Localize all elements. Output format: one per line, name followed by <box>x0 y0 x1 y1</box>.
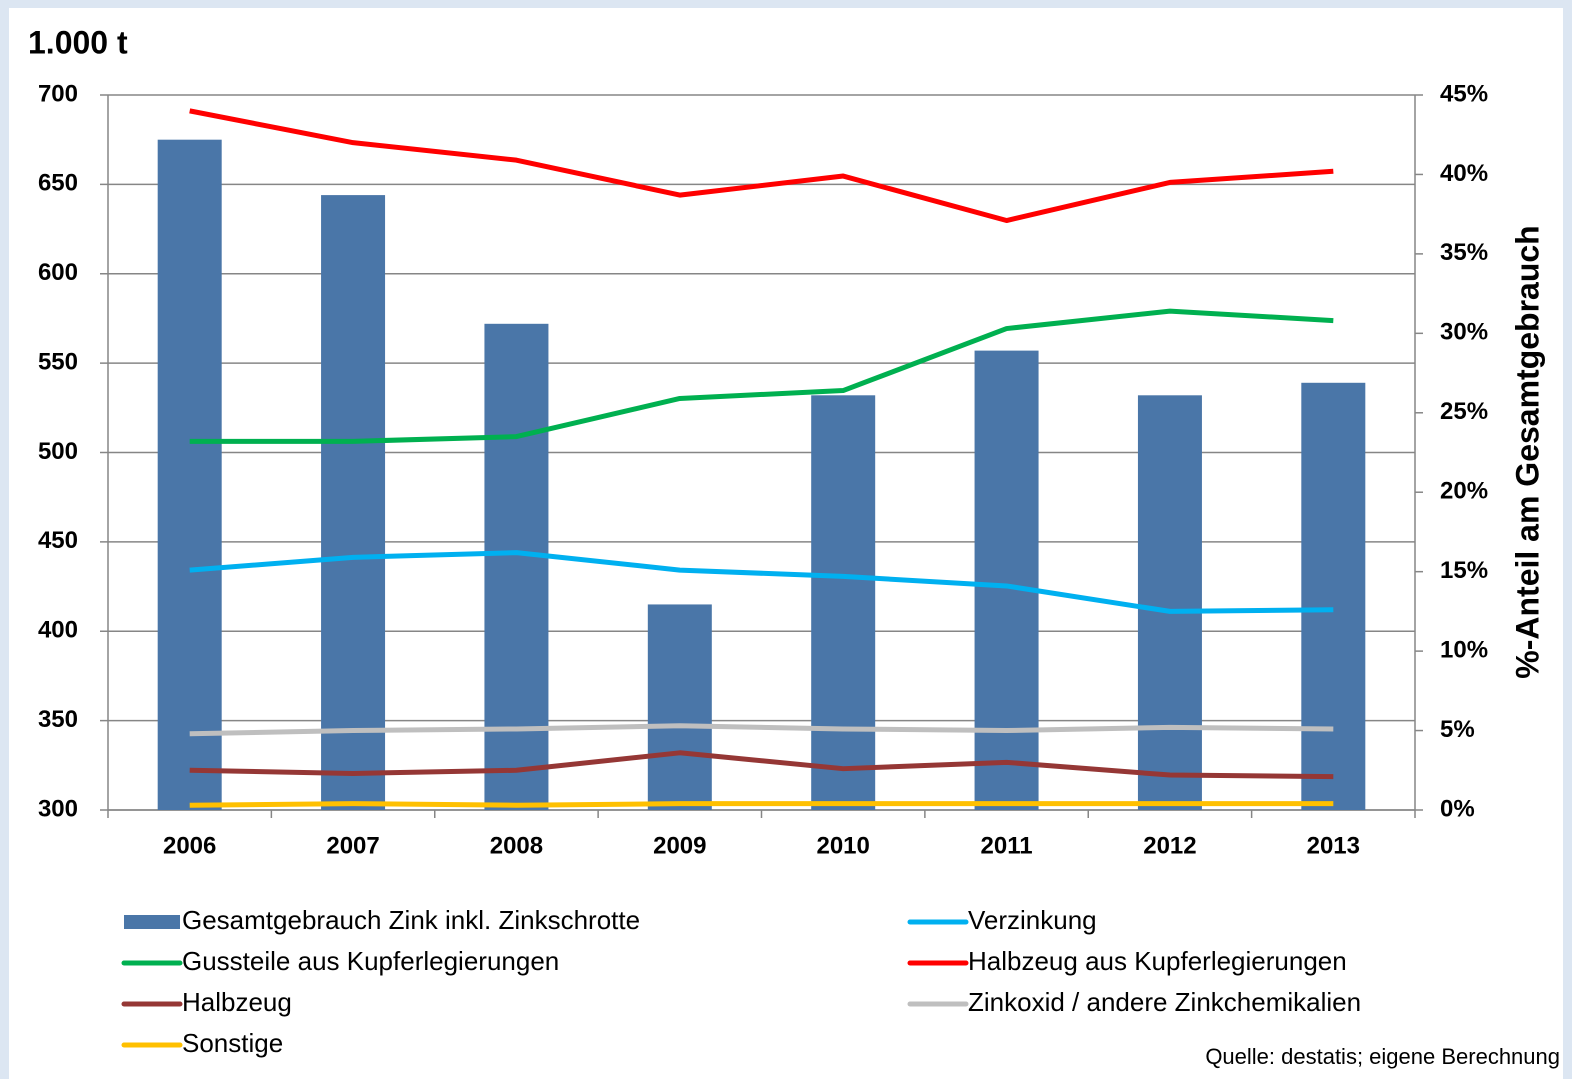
line <box>189 108 1334 224</box>
y-tick-label: 350 <box>38 706 78 733</box>
y-tick-label: 700 <box>38 80 78 107</box>
legend-label: Halbzeug aus Kupferlegierungen <box>968 946 1347 976</box>
y2-tick-label: 5% <box>1440 716 1475 743</box>
bar <box>647 604 712 810</box>
bar <box>974 350 1039 810</box>
legend-label: Verzinkung <box>968 905 1097 935</box>
source: Quelle: destatis; eigene Berechnung <box>1205 1044 1560 1069</box>
line <box>189 550 1334 614</box>
bar <box>1301 382 1366 810</box>
line <box>189 750 1334 780</box>
y-tick-label: 400 <box>38 617 78 644</box>
y2-tick-label: 25% <box>1440 398 1488 425</box>
legend-label: Halbzeug <box>182 987 292 1017</box>
y2-tick-label: 35% <box>1440 239 1488 266</box>
legend-label: Gussteile aus Kupferlegierungen <box>182 946 559 976</box>
y2-tick-label: 15% <box>1440 557 1488 584</box>
x-tick-label: 2009 <box>653 832 706 859</box>
legend-label: Zinkoxid / andere Zinkchemikalien <box>968 987 1361 1017</box>
y-tick-label: 300 <box>38 795 78 822</box>
bar <box>484 323 549 810</box>
bar <box>321 195 386 811</box>
y-tick-label: 650 <box>38 170 78 197</box>
line <box>189 801 1334 808</box>
y2-tick-label: 10% <box>1440 636 1488 663</box>
y-tick-label: 450 <box>38 527 78 554</box>
y2-tick-label: 45% <box>1440 80 1488 107</box>
x-tick-label: 2010 <box>816 832 869 859</box>
bar <box>157 139 222 810</box>
x-tick-label: 2013 <box>1307 832 1360 859</box>
x-tick-label: 2007 <box>326 832 379 859</box>
y-tick-label: 550 <box>38 348 78 375</box>
legend-label: Gesamtgebrauch Zink inkl. Zinkschrotte <box>182 905 640 935</box>
y2-tick-label: 40% <box>1440 160 1488 187</box>
line <box>189 723 1334 737</box>
y2-tick-label: 30% <box>1440 319 1488 346</box>
y2-axis-label: %-Anteil am Gesamtgebrauch <box>1509 225 1545 678</box>
bar <box>1137 395 1202 810</box>
x-tick-label: 2008 <box>490 832 543 859</box>
y2-tick-label: 0% <box>1440 795 1475 822</box>
chart-title: 1.000 t <box>28 24 128 60</box>
y-tick-label: 600 <box>38 259 78 286</box>
legend-label: Sonstige <box>182 1028 283 1058</box>
x-tick-label: 2006 <box>163 832 216 859</box>
legend-swatch <box>124 915 180 929</box>
y-tick-label: 500 <box>38 438 78 465</box>
x-tick-label: 2011 <box>981 832 1033 859</box>
y2-tick-label: 20% <box>1440 478 1488 505</box>
bar <box>811 395 876 810</box>
x-tick-label: 2012 <box>1143 832 1196 859</box>
line <box>189 308 1334 444</box>
